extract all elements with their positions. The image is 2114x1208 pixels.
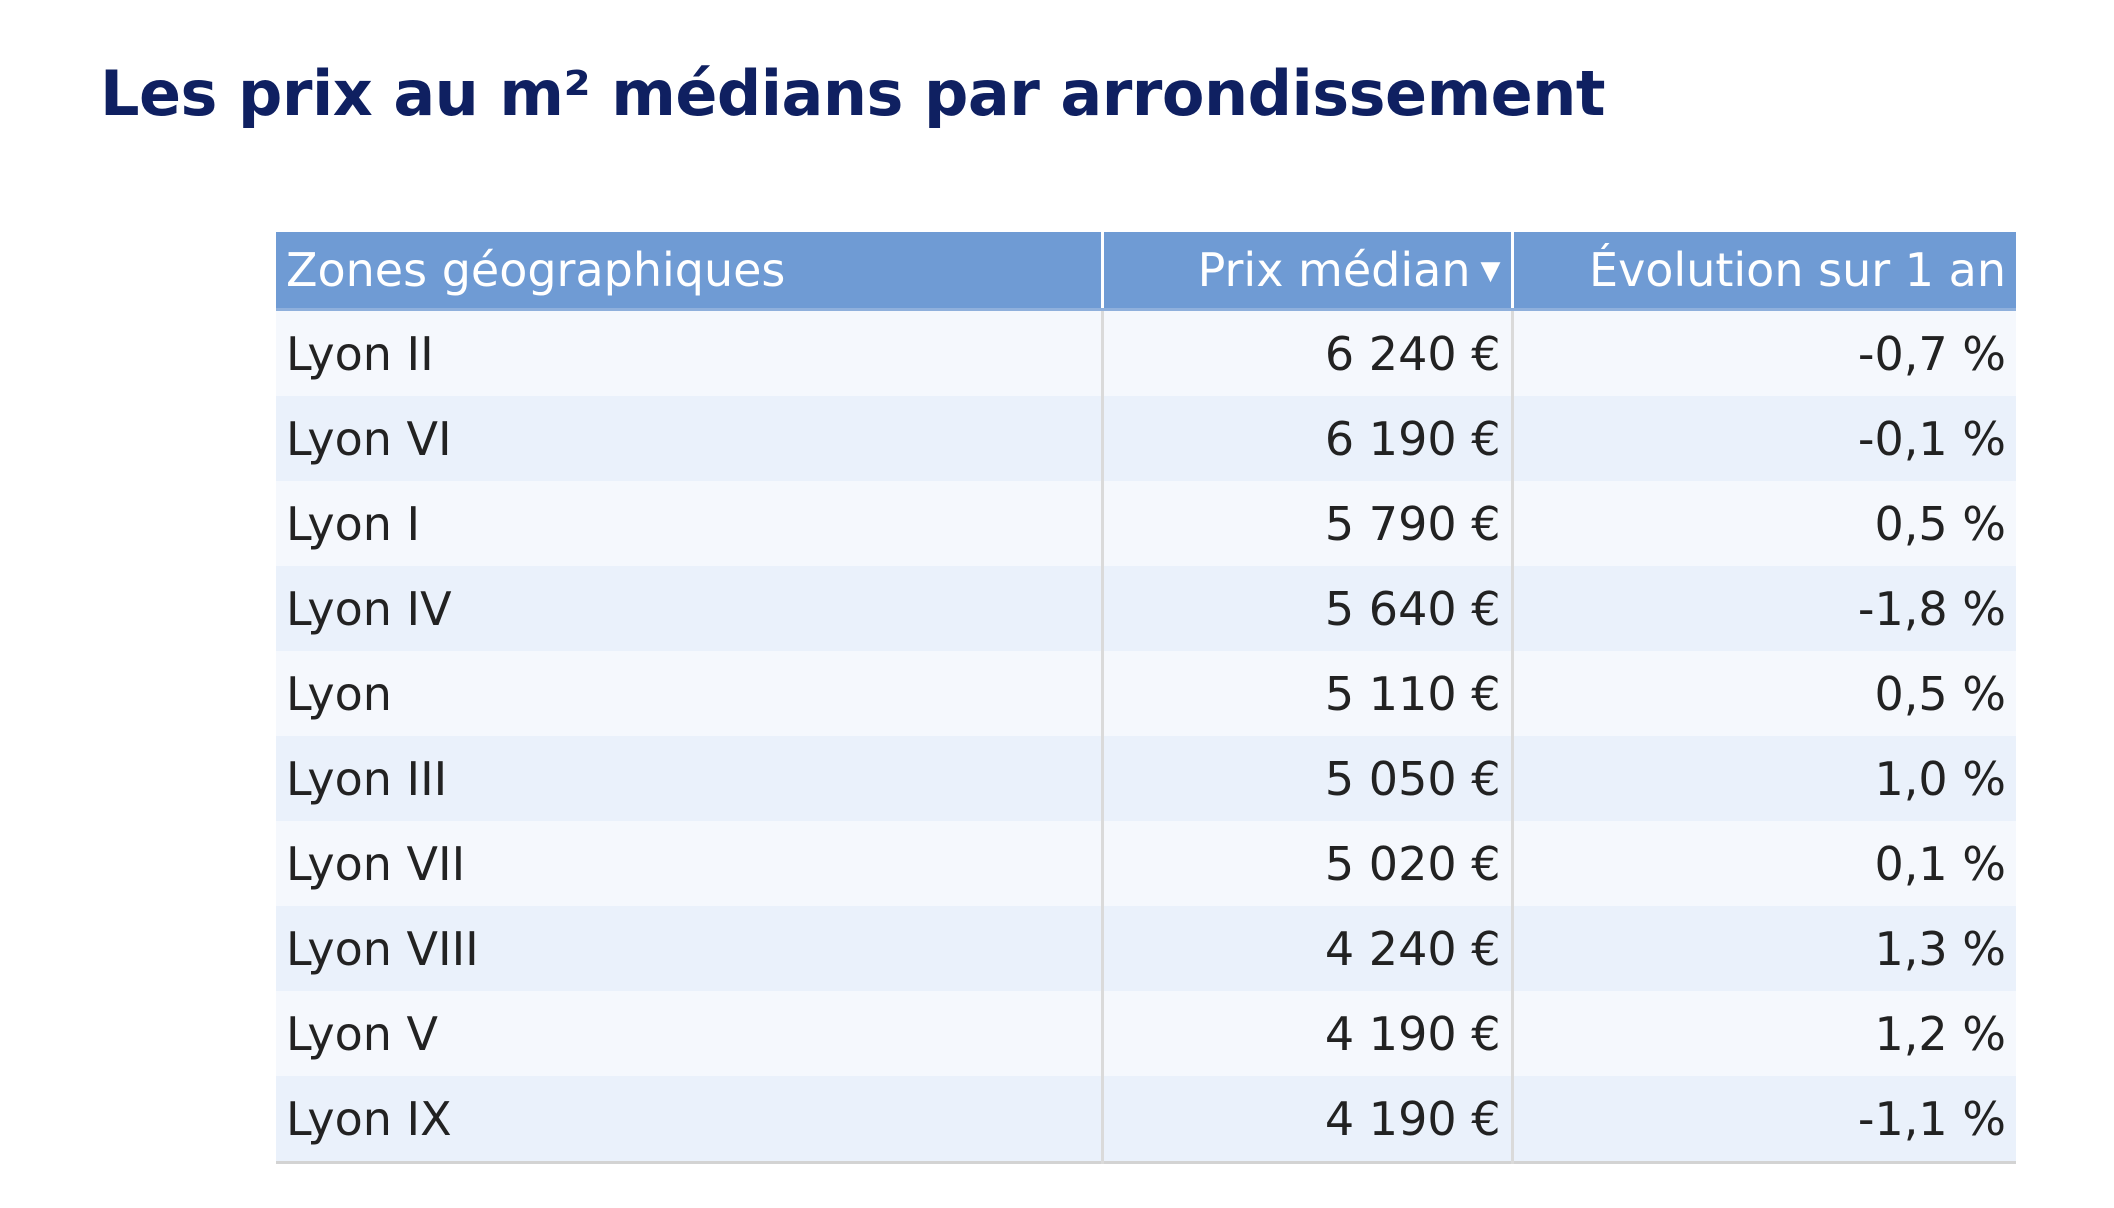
- column-header-zones-label: Zones géographiques: [286, 243, 786, 297]
- zone-cell: Lyon II: [276, 309, 1102, 396]
- table-row: Lyon IV 5 640 € -1,8 %: [276, 566, 2016, 651]
- column-header-zones[interactable]: Zones géographiques: [276, 232, 1102, 311]
- price-cell: 6 240 €: [1100, 309, 1512, 396]
- column-header-evolution[interactable]: Évolution sur 1 an: [1510, 232, 2016, 311]
- evolution-cell: 0,5 %: [1510, 651, 2016, 736]
- table-row: Lyon III 5 050 €1,0 %: [276, 736, 2016, 821]
- table-row: Lyon VI 6 190 € -0,1 %: [276, 396, 2016, 481]
- zone-cell: Lyon I: [276, 481, 1102, 566]
- evolution-cell: 1,0 %: [1510, 736, 2016, 821]
- price-cell: 4 190 €: [1100, 991, 1512, 1076]
- column-header-evolution-label: Évolution sur 1 an: [1589, 243, 2006, 297]
- table-row: Lyon II 6 240 € -0,7 %: [276, 309, 2016, 396]
- zone-cell: Lyon: [276, 651, 1102, 736]
- zone-cell: Lyon VI: [276, 396, 1102, 481]
- column-header-price[interactable]: Prix médian ▼: [1100, 232, 1512, 311]
- page-title: Les prix au m² médians par arrondissemen…: [100, 57, 1606, 130]
- zone-cell: Lyon VII: [276, 821, 1102, 906]
- table-row: Lyon IX 4 190 € -1,1 %: [276, 1076, 2016, 1163]
- zone-cell: Lyon III: [276, 736, 1102, 821]
- price-cell: 5 110 €: [1100, 651, 1512, 736]
- zone-cell: Lyon V: [276, 991, 1102, 1076]
- price-cell: 6 190 €: [1100, 396, 1512, 481]
- table-body: Lyon II 6 240 € -0,7 % Lyon VI 6 190 € -0,1 %…: [276, 309, 2016, 1163]
- table-row: Lyon VII 5 020 €0,1 %: [276, 821, 2016, 906]
- table-row: Lyon 5 110 €0,5 %: [276, 651, 2016, 736]
- price-cell: 4 190 €: [1100, 1076, 1512, 1163]
- evolution-cell: 0,5 %: [1510, 481, 2016, 566]
- price-cell: 4 240 €: [1100, 906, 1512, 991]
- evolution-cell: -0,1 %: [1510, 396, 2016, 481]
- caret-down-icon[interactable]: ▼: [1480, 255, 1501, 286]
- zone-cell: Lyon VIII: [276, 906, 1102, 991]
- evolution-cell: 1,2 %: [1510, 991, 2016, 1076]
- price-cell: 5 050 €: [1100, 736, 1512, 821]
- price-cell: 5 020 €: [1100, 821, 1512, 906]
- price-cell: 5 640 €: [1100, 566, 1512, 651]
- evolution-cell: -1,8 %: [1510, 566, 2016, 651]
- evolution-cell: 1,3 %: [1510, 906, 2016, 991]
- zone-cell: Lyon IV: [276, 566, 1102, 651]
- evolution-cell: -0,7 %: [1510, 309, 2016, 396]
- evolution-cell: 0,1 %: [1510, 821, 2016, 906]
- evolution-cell: -1,1 %: [1510, 1076, 2016, 1163]
- table-row: Lyon VIII 4 240 €1,3 %: [276, 906, 2016, 991]
- price-table: Zones géographiques Prix médian ▼ Évoluti…: [276, 232, 2016, 1164]
- table-header-row: Zones géographiques Prix médian ▼ Évoluti…: [276, 232, 2016, 311]
- price-cell: 5 790 €: [1100, 481, 1512, 566]
- zone-cell: Lyon IX: [276, 1076, 1102, 1163]
- column-header-price-label: Prix médian: [1197, 243, 1471, 297]
